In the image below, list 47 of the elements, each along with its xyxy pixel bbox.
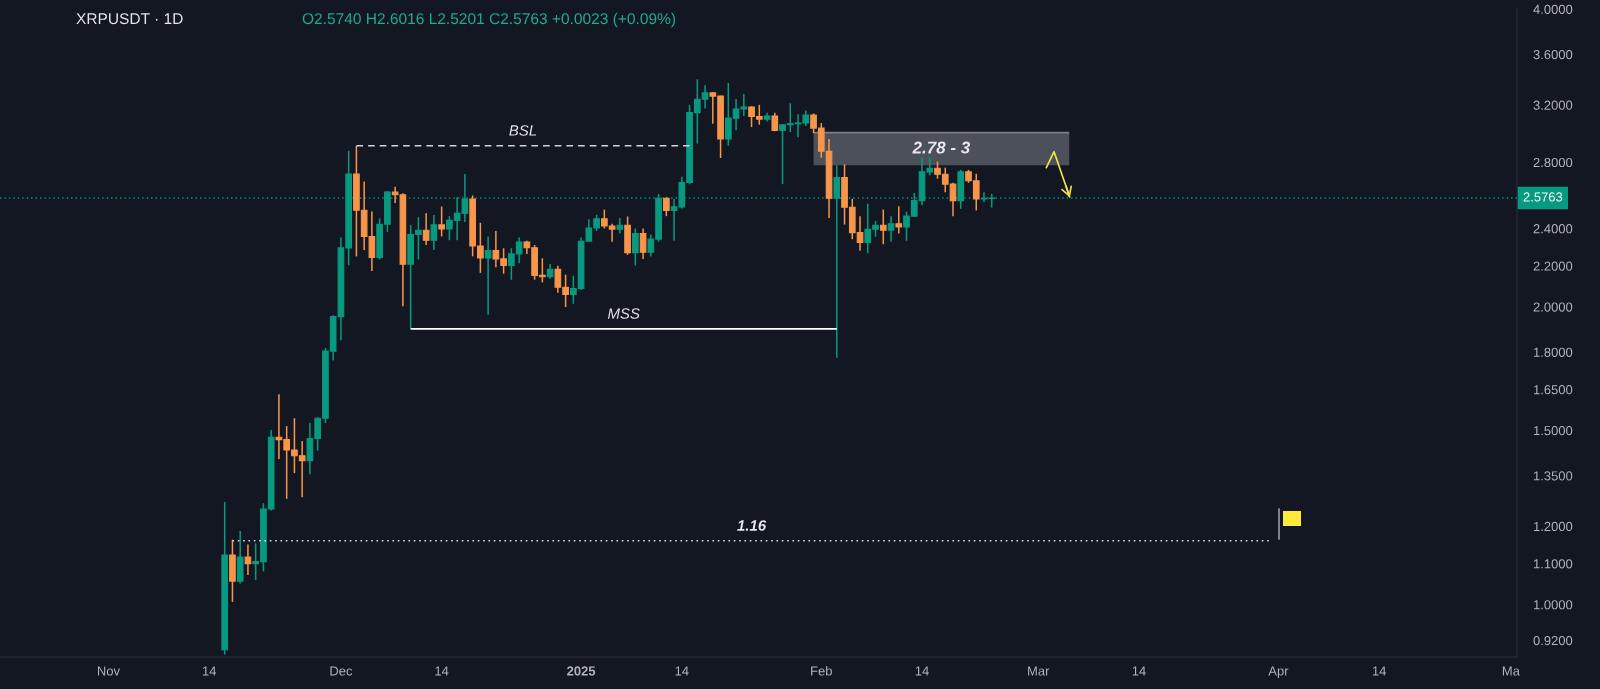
y-tick-label: 1.3500 (1533, 471, 1573, 481)
x-tick-label: Nov (97, 666, 120, 676)
x-tick-label: 2025 (567, 666, 596, 676)
series-label: MSS (607, 308, 640, 319)
y-tick-label: 1.0000 (1533, 600, 1573, 610)
series-label: 2.78 - 3 (912, 141, 971, 154)
candlestick (895, 205, 903, 235)
y-tick-label: 1.1000 (1533, 559, 1573, 569)
candlestick (616, 217, 624, 235)
x-tick-label: Mar (1028, 666, 1050, 676)
series-label: BSL (509, 125, 537, 136)
y-tick-label: 1.2000 (1533, 521, 1573, 532)
candlestick (662, 196, 670, 217)
y-tick-label: 2.8000 (1533, 157, 1573, 168)
annotation: O2.5740 H2.6016 L2.5201 C2.5763 +0.0023 (+0.09%) (302, 12, 676, 28)
ref-line-label: 2.5763 (1523, 192, 1563, 202)
chart-title: XRPUSDT · 1D (76, 13, 183, 25)
x-tick-label: 14 (915, 666, 929, 676)
x-tick-label: Apr (1268, 666, 1289, 679)
candlestick (438, 205, 445, 238)
x-tick-label: 14 (1132, 666, 1146, 676)
y-tick-label: 1.6500 (1533, 385, 1573, 395)
candlestick (631, 227, 639, 267)
candlestick (430, 214, 438, 251)
x-tick-label: 14 (435, 666, 449, 676)
x-tick-label: Ma (1502, 666, 1520, 676)
candlestick (639, 227, 647, 260)
candlestick (887, 215, 895, 243)
y-tick-label: 1.8000 (1533, 347, 1573, 357)
y-tick-label: 3.6000 (1533, 49, 1573, 60)
y-tick-label: 0.9200 (1533, 635, 1573, 646)
series-label: 1.16 (737, 520, 767, 531)
y-tick-label: 2.0000 (1533, 302, 1573, 312)
x-tick-label: Dec (330, 666, 353, 676)
candlestick (484, 235, 492, 316)
x-tick-label: Feb (811, 666, 832, 676)
y-tick-label: 2.4000 (1533, 224, 1573, 234)
candlestick (879, 208, 887, 245)
candlestick (244, 543, 252, 576)
x-tick-label: 14 (202, 666, 217, 676)
y-tick-label: 3.2000 (1533, 100, 1573, 110)
candlestick (422, 212, 430, 246)
x-tick-label: 14 (1372, 666, 1386, 676)
x-tick-label: 14 (675, 666, 689, 676)
y-tick-label: 4.0000 (1533, 4, 1573, 14)
y-tick-label: 2.2000 (1533, 261, 1573, 271)
y-tick-label: 1.5000 (1533, 426, 1573, 436)
